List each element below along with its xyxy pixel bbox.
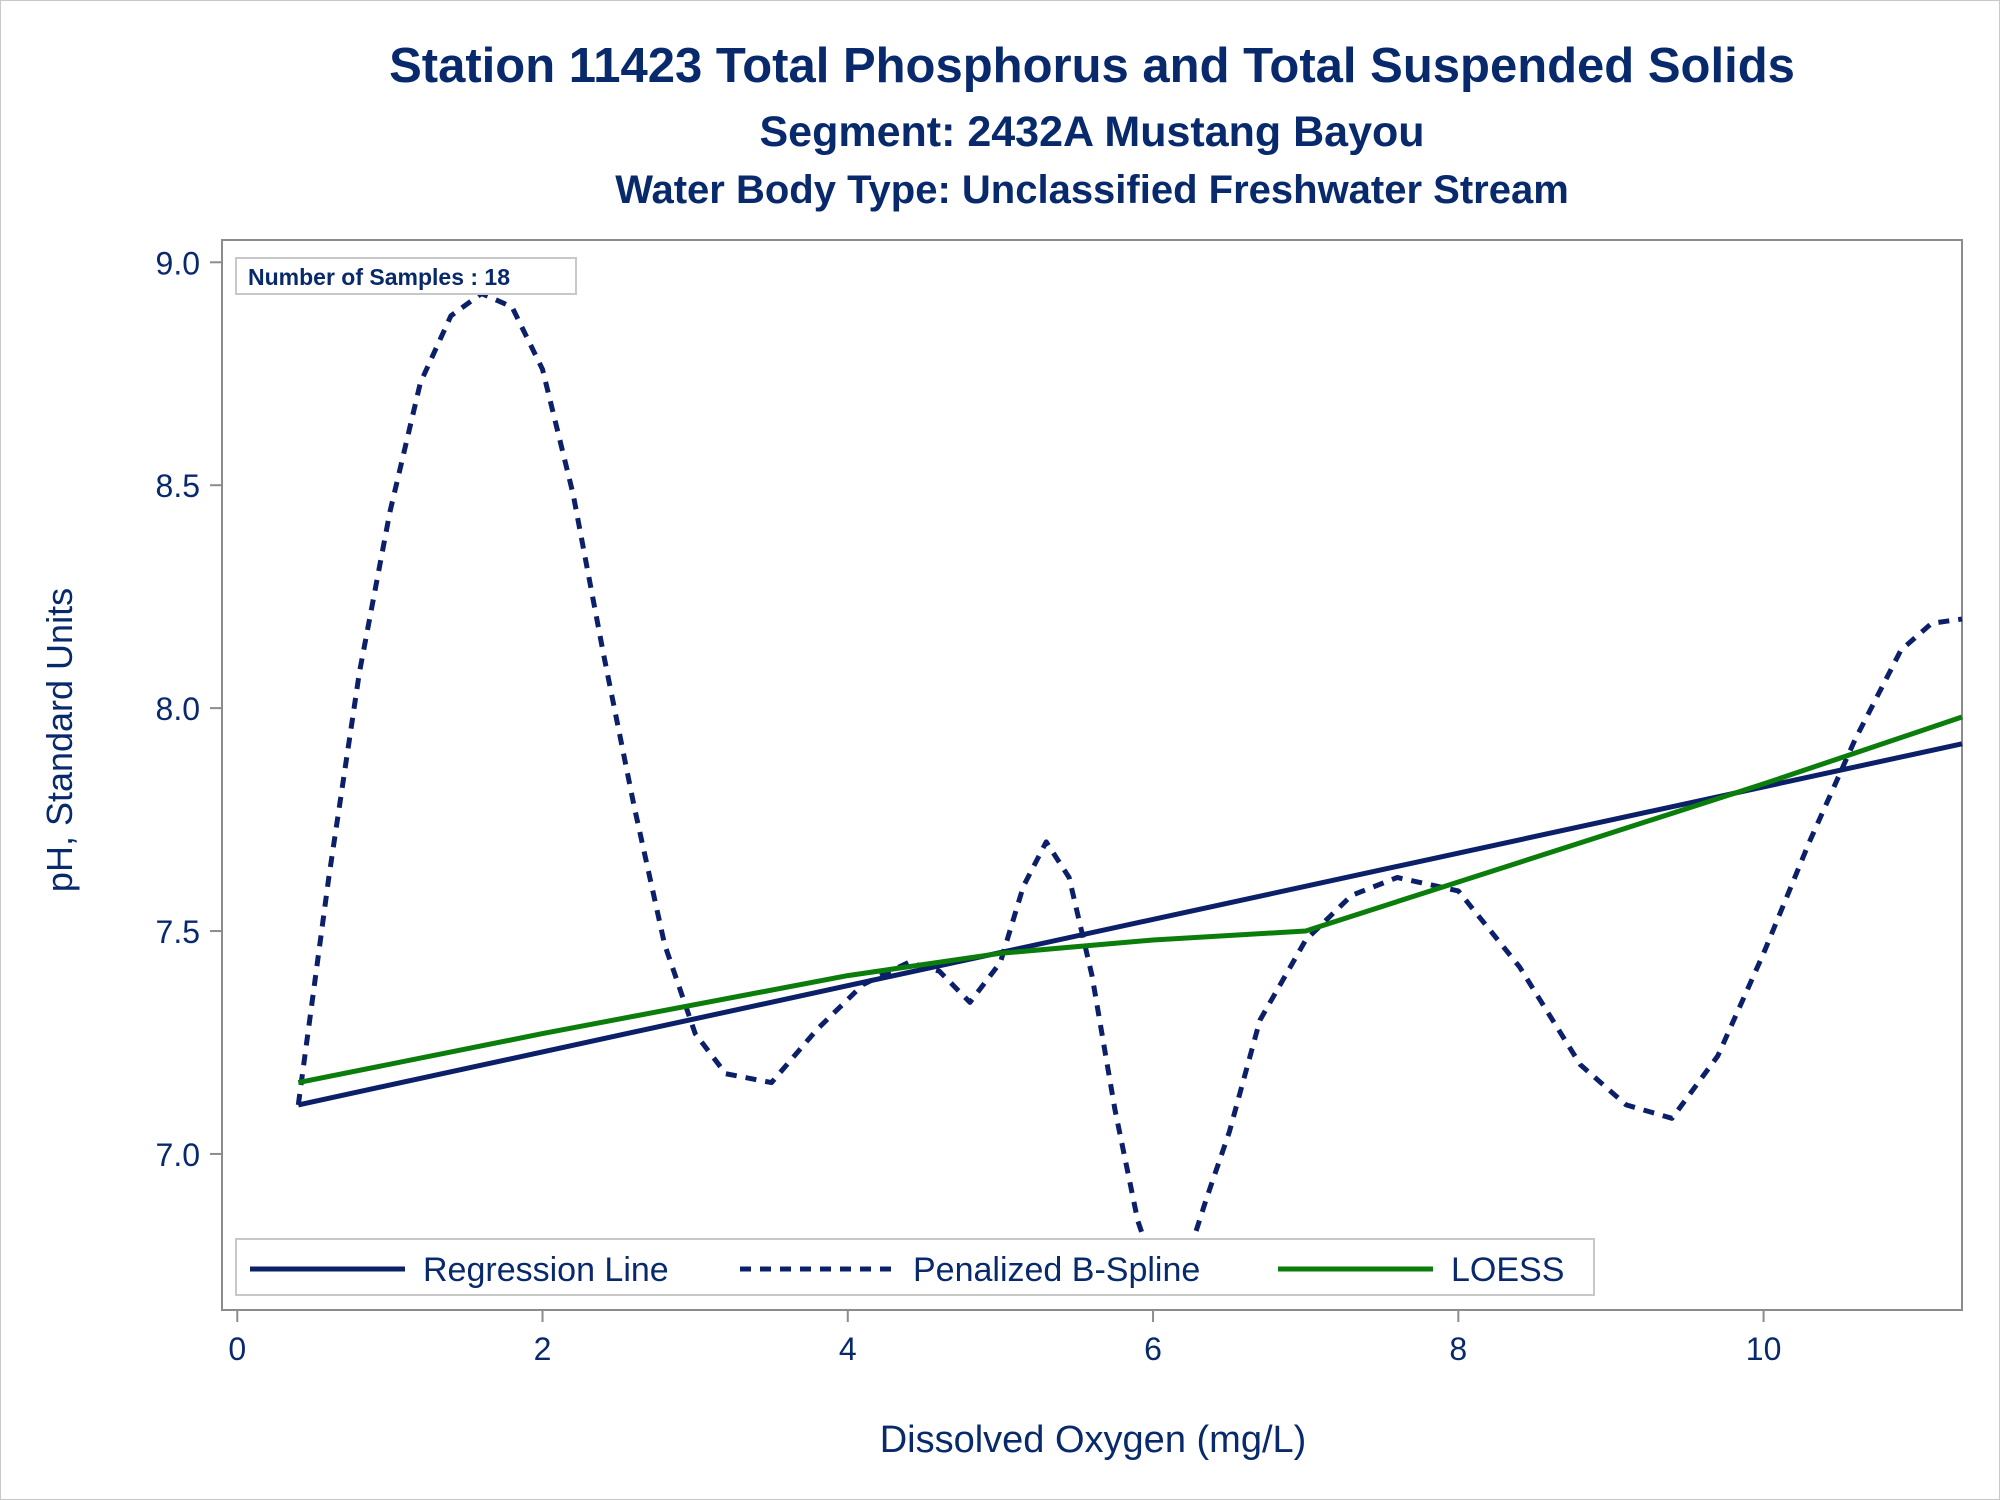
series-line-loess bbox=[297, 714, 1963, 1086]
chart-subtitle-water-body: Water Body Type: Unclassified Freshwater… bbox=[615, 168, 1569, 212]
legend-label-regression-line: Regression Line bbox=[423, 1251, 669, 1289]
x-tick-label: 2 bbox=[534, 1331, 552, 1367]
y-tick-label: 8.0 bbox=[156, 691, 200, 727]
y-axis-label: pH, Standard Units bbox=[39, 588, 80, 892]
legend-label-penalized-b-spline: Penalized B-Spline bbox=[913, 1251, 1200, 1289]
series-line-regression-line bbox=[297, 741, 1963, 1108]
y-axis: 7.0 7.5 8.0 8.5 9.0 bbox=[156, 245, 222, 1173]
x-tick-label: 10 bbox=[1746, 1331, 1782, 1367]
x-tick-label: 6 bbox=[1144, 1331, 1162, 1367]
chart-subtitle-segment: Segment: 2432A Mustang Bayou bbox=[759, 108, 1425, 156]
series-line-penalized-b-spline bbox=[295, 291, 1963, 1291]
series-layer bbox=[295, 291, 1963, 1291]
y-tick-label: 7.0 bbox=[156, 1137, 200, 1173]
legend-label-loess: LOESS bbox=[1451, 1251, 1564, 1289]
y-tick-label: 7.5 bbox=[156, 914, 200, 950]
y-tick-label: 8.5 bbox=[156, 468, 200, 504]
x-tick-label: 8 bbox=[1449, 1331, 1467, 1367]
y-tick-label: 9.0 bbox=[156, 245, 200, 281]
x-axis-label: Dissolved Oxygen (mg/L) bbox=[880, 1419, 1307, 1461]
sample-count-annotation: Number of Samples : 18 bbox=[235, 257, 577, 295]
x-tick-label: 4 bbox=[839, 1331, 857, 1367]
legend: Regression Line Penalized B-Spline LOESS bbox=[235, 1238, 1595, 1296]
chart-title: Station 11423 Total Phosphorus and Total… bbox=[389, 39, 1795, 93]
sample-count-text: Number of Samples : 18 bbox=[248, 264, 510, 290]
x-tick-label: 0 bbox=[228, 1331, 246, 1367]
plot-area bbox=[221, 239, 1963, 1311]
x-axis: 0 2 4 6 8 10 bbox=[228, 1310, 1781, 1367]
